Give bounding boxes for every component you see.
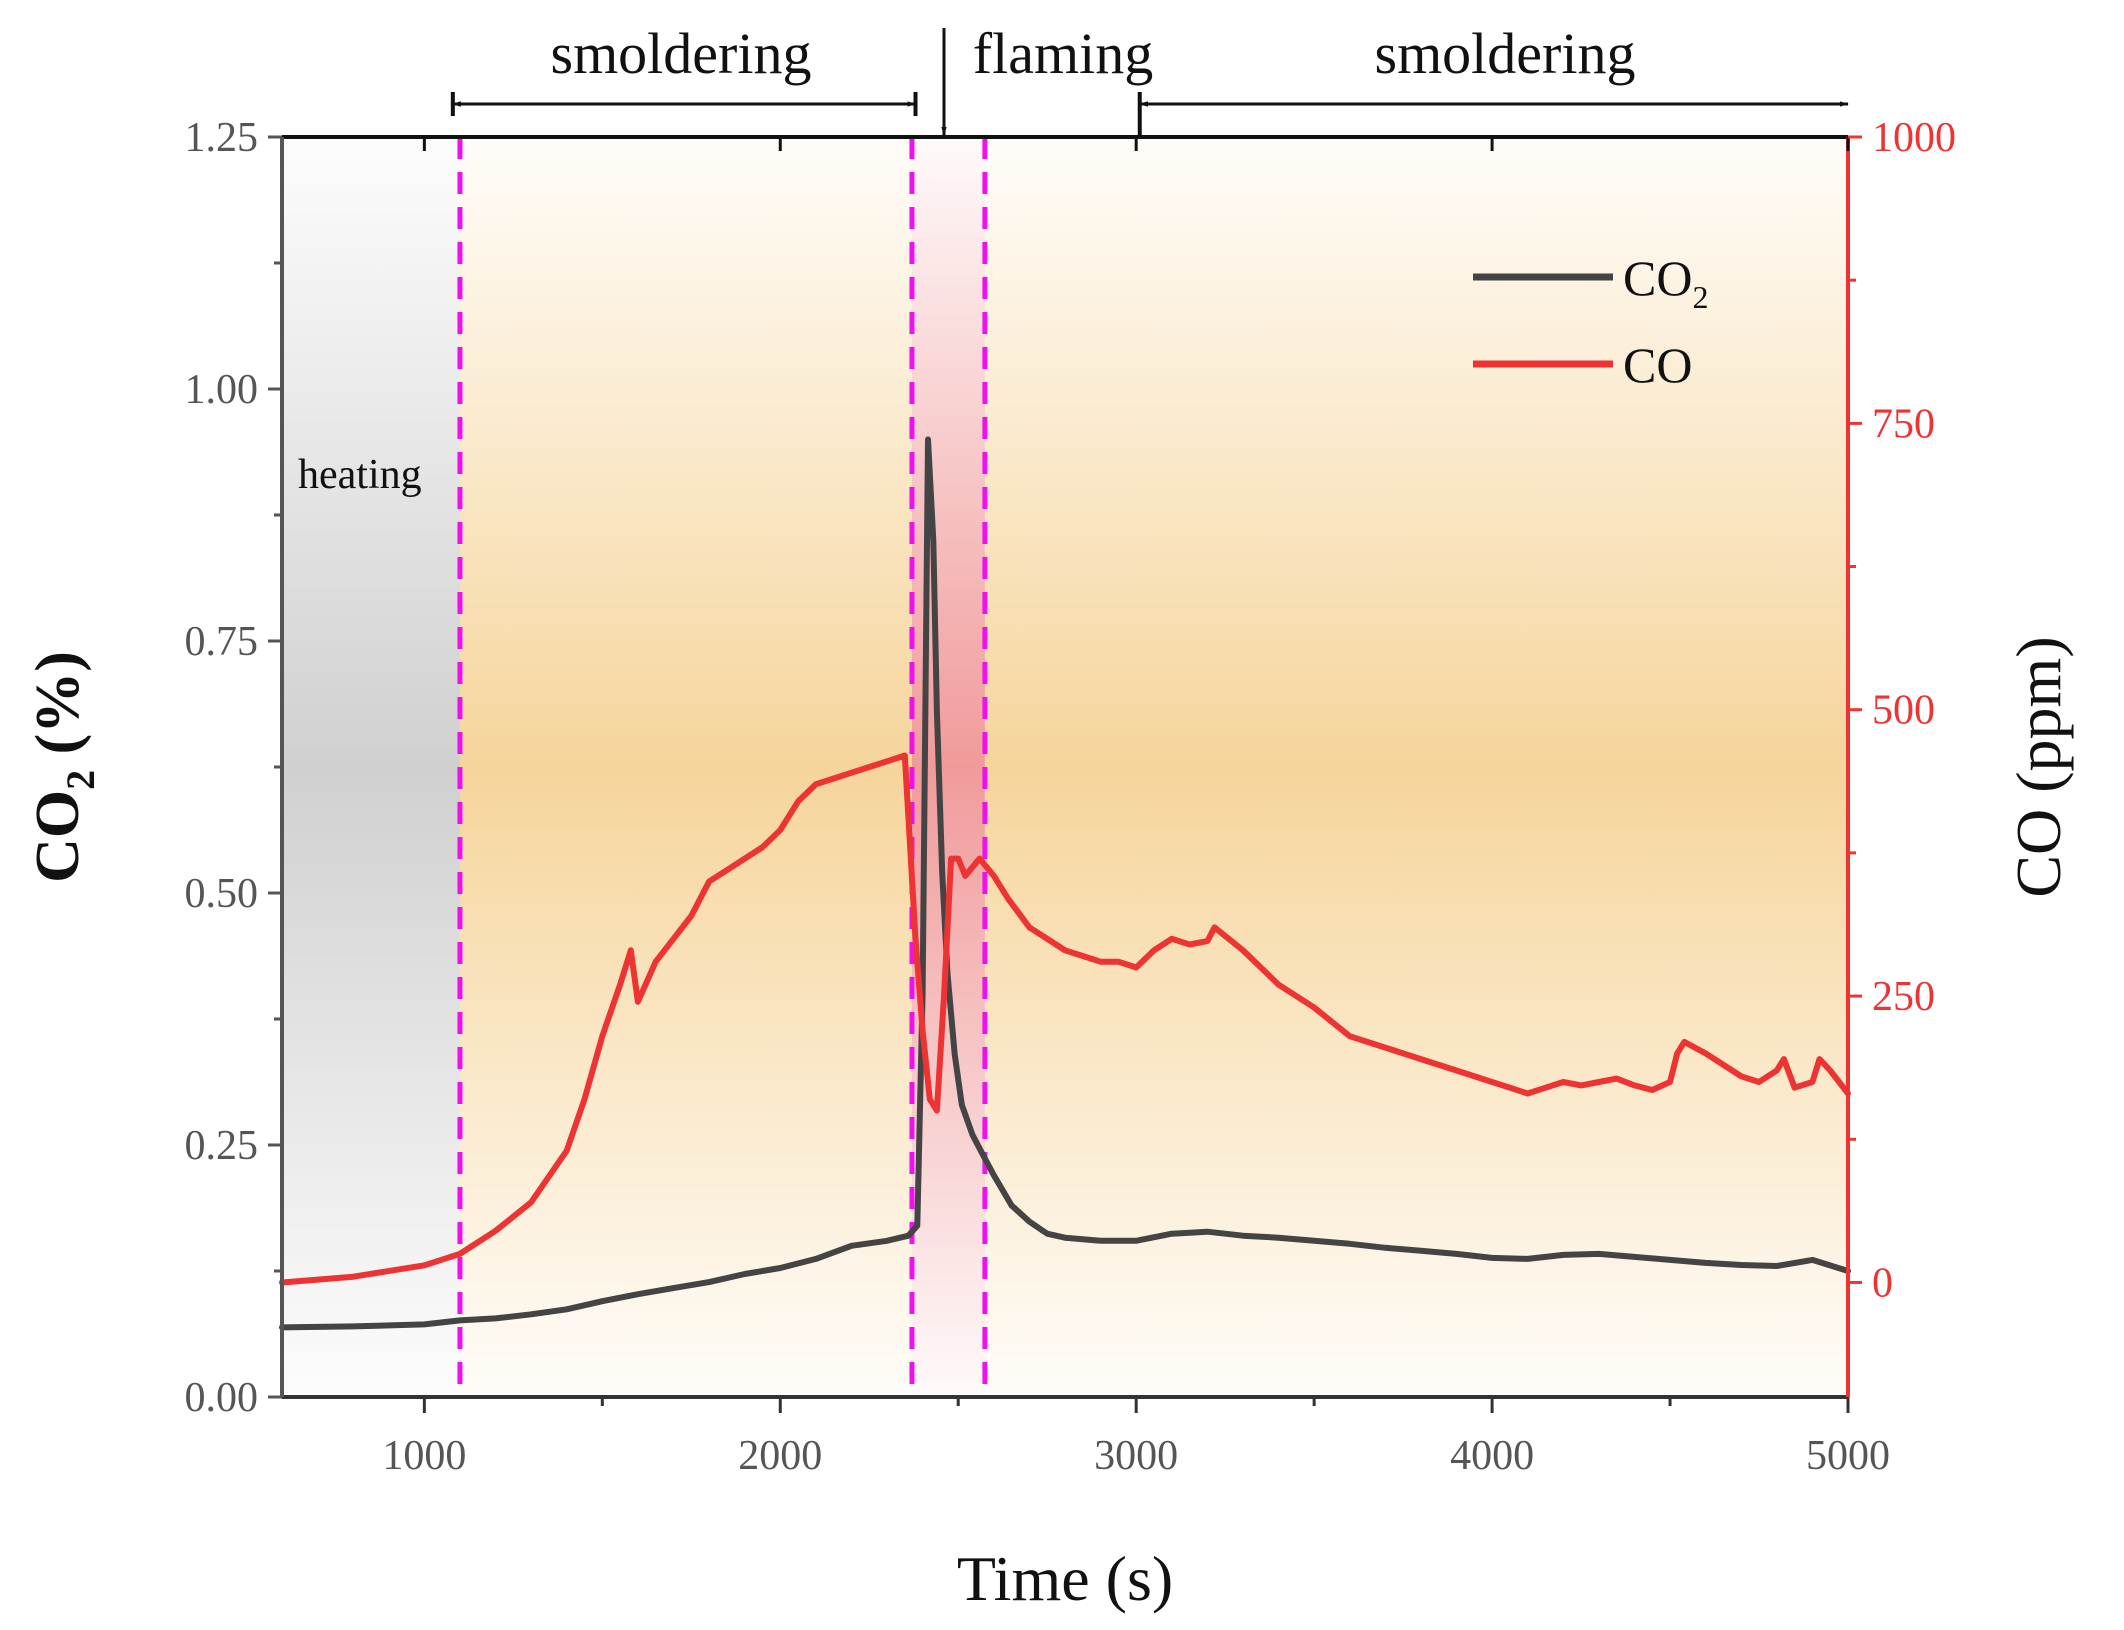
y-right-tick-label-250: 250: [1872, 974, 1935, 1020]
series-line-co: [279, 752, 1851, 1286]
y-right-axis-title: CO (ppm): [2003, 636, 2074, 897]
y-right-tick-label-1000: 1000: [1872, 115, 1956, 161]
y-left-title-sub: 2: [58, 770, 103, 790]
phase-regions: [282, 137, 1848, 1397]
y-left-tick-label-0: 0.00: [185, 1375, 259, 1421]
y-left-axis-title: CO2 (%): [24, 651, 103, 883]
region-smoldering-1: [459, 137, 912, 1397]
phase-boundary-lines: [457, 137, 988, 1397]
legend-co2-base: CO: [1623, 250, 1692, 306]
y-left-tick-label-0.5: 0.50: [185, 871, 259, 917]
legend-label-co2: CO2: [1623, 250, 1708, 315]
y-right-tick-label-750: 750: [1872, 401, 1935, 447]
y-right-tick-label-0: 0: [1872, 1260, 1893, 1306]
x-axis-title: Time (s): [957, 1543, 1173, 1614]
smoldering-label-1: smoldering: [551, 21, 812, 86]
region-heating-0: [282, 137, 460, 1397]
phase-annotations: [450, 28, 1849, 137]
ticks: 1000 2000 3000 4000 50000.000.250.500.751.00…: [185, 115, 1957, 1479]
x-tick-label-2000: 2000: [738, 1433, 822, 1479]
y-left-title-unit: (%): [24, 651, 92, 770]
y-right-tick-label-500: 500: [1872, 688, 1935, 734]
x-tick-label-3000: 3000: [1094, 1433, 1178, 1479]
legend-label-co: CO: [1623, 337, 1692, 393]
x-tick-label-5000: 5000: [1806, 1433, 1890, 1479]
series-line-co2: [279, 436, 1851, 1331]
y-left-title-base: CO: [24, 790, 92, 883]
smoldering-label-2: smoldering: [1375, 21, 1636, 86]
flaming-label: flaming: [973, 21, 1153, 86]
legend-co2-sub: 2: [1692, 279, 1708, 315]
series-layer: [279, 436, 1851, 1331]
y-left-tick-label-1: 1.00: [185, 367, 259, 413]
x-tick-label-4000: 4000: [1450, 1433, 1534, 1479]
legend: CO2 CO: [1473, 250, 1708, 393]
y-left-tick-label-0.25: 0.25: [185, 1123, 259, 1169]
y-left-tick-label-0.75: 0.75: [185, 619, 259, 665]
x-tick-label-1000: 1000: [382, 1433, 466, 1479]
heating-label: heating: [298, 452, 422, 498]
y-left-tick-label-1.25: 1.25: [185, 115, 259, 161]
region-smoldering-3: [984, 137, 1848, 1397]
